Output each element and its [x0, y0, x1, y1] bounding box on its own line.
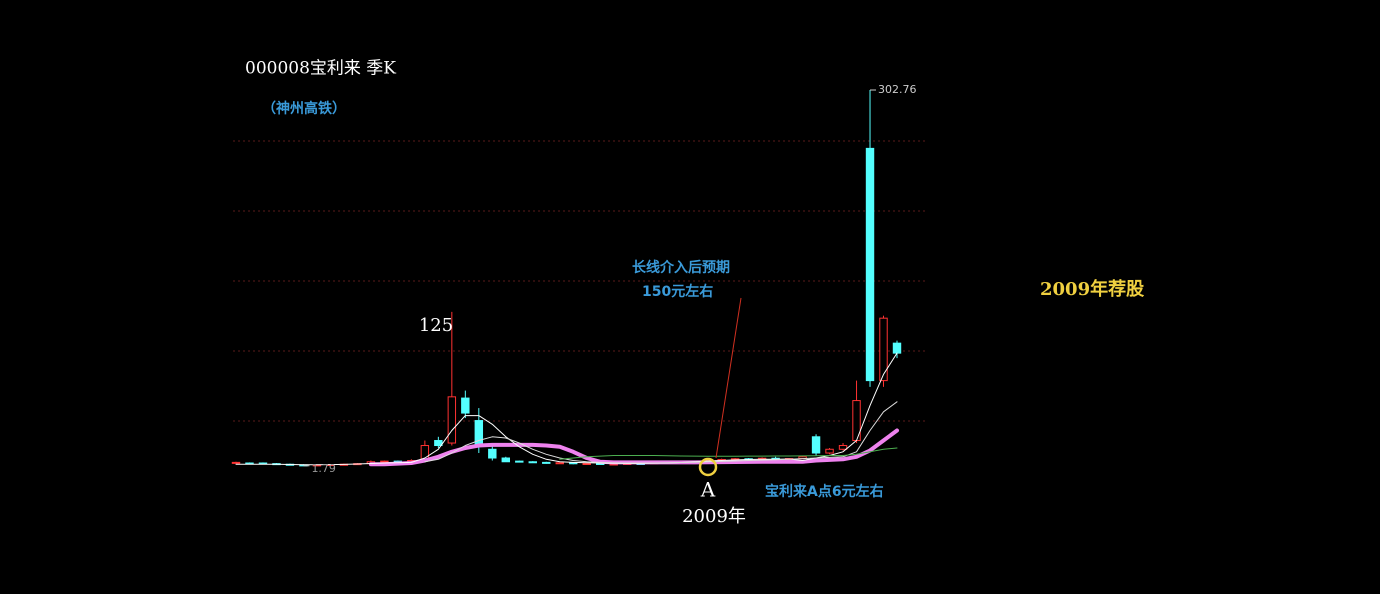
annotation: 长线介入后预期	[632, 259, 730, 276]
candle-body	[582, 463, 591, 466]
grid	[233, 140, 925, 422]
candle-body	[488, 448, 497, 459]
candle-body	[461, 397, 470, 414]
min-label: 1.79	[311, 462, 336, 475]
candle-body	[434, 440, 443, 447]
candle-body	[838, 445, 848, 450]
a-point-circle	[698, 457, 718, 477]
candle-body	[447, 396, 457, 444]
plot: 302.76 1.79	[231, 83, 917, 475]
annotation: 宝利来A点6元左右	[765, 483, 884, 500]
chart-subtitle: （神州高铁）	[262, 100, 346, 117]
moving-average-line	[559, 447, 898, 460]
moving-average-line	[368, 428, 899, 467]
candle-body	[515, 460, 524, 463]
candle-body	[879, 317, 888, 382]
candle-body	[528, 461, 537, 464]
candle-body	[892, 342, 902, 354]
candle-body	[380, 460, 389, 463]
moving-average-line	[424, 401, 898, 464]
max-label: 302.76	[878, 83, 917, 96]
annotation: 2009年	[682, 506, 746, 527]
candle-body	[825, 448, 834, 454]
chart-title: 000008宝利来 季K	[245, 59, 396, 79]
annotation: 150元左右	[642, 283, 713, 300]
candle-body	[811, 436, 821, 454]
candle-body	[865, 147, 875, 382]
candle-body	[555, 462, 564, 465]
pointer-line	[715, 297, 742, 459]
annotation: A	[700, 478, 716, 502]
annotation: 125	[419, 315, 453, 336]
candle-body	[231, 461, 241, 464]
candle-body	[542, 461, 551, 464]
annotation: 2009年荐股	[1040, 278, 1145, 300]
candle-body	[501, 457, 511, 463]
